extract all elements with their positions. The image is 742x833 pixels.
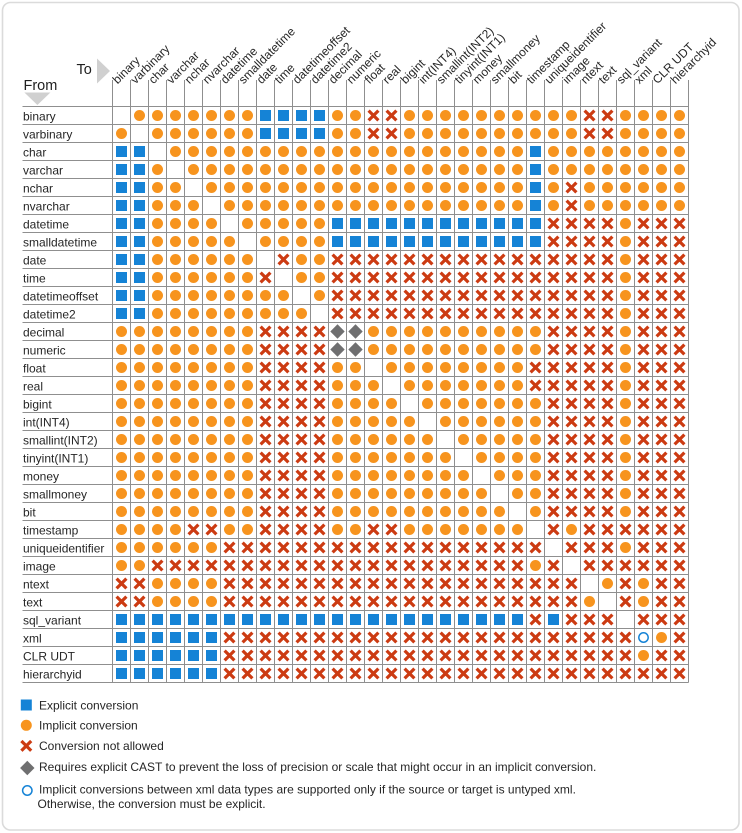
svg-text:Implicit conversion: Implicit conversion (39, 719, 138, 733)
svg-text:bit: bit (23, 505, 36, 519)
svg-text:time: time (23, 271, 46, 285)
svg-text:bigint: bigint (23, 397, 52, 411)
svg-text:real: real (23, 379, 43, 393)
svg-text:Requires explicit CAST to prev: Requires explicit CAST to prevent the lo… (39, 760, 596, 774)
svg-text:binary: binary (23, 109, 56, 123)
svg-text:smallmoney: smallmoney (23, 487, 87, 501)
svg-text:xml: xml (23, 631, 42, 645)
svg-text:date: date (23, 253, 47, 267)
svg-text:Explicit conversion: Explicit conversion (39, 698, 138, 712)
svg-text:smallint(INT2): smallint(INT2) (23, 433, 98, 447)
svg-text:char: char (23, 145, 46, 159)
svg-text:To: To (77, 62, 92, 78)
svg-text:CLR UDT: CLR UDT (23, 649, 76, 663)
svg-text:varchar: varchar (23, 163, 63, 177)
svg-text:Conversion not allowed: Conversion not allowed (39, 739, 164, 753)
svg-text:float: float (23, 361, 46, 375)
svg-text:From: From (24, 78, 58, 94)
svg-text:decimal: decimal (23, 325, 64, 339)
svg-text:Implicit conversions between x: Implicit conversions between xml data ty… (39, 783, 576, 797)
svg-text:uniqueidentifier: uniqueidentifier (23, 541, 104, 555)
svg-text:datetime2: datetime2 (23, 307, 76, 321)
svg-text:datetimeoffset: datetimeoffset (23, 289, 99, 303)
svg-text:smalldatetime: smalldatetime (23, 235, 97, 249)
svg-text:image: image (23, 559, 56, 573)
svg-text:hierarchyid: hierarchyid (23, 667, 82, 681)
svg-text:nchar: nchar (23, 181, 53, 195)
svg-text:datetime: datetime (23, 217, 69, 231)
svg-text:nvarchar: nvarchar (23, 199, 70, 213)
svg-text:numeric: numeric (23, 343, 66, 357)
svg-text:tinyint(INT1): tinyint(INT1) (23, 451, 88, 465)
svg-text:varbinary: varbinary (23, 127, 72, 141)
svg-text:sql_variant: sql_variant (23, 613, 82, 627)
svg-text:timestamp: timestamp (23, 523, 79, 537)
svg-text:text: text (23, 595, 43, 609)
svg-text:ntext: ntext (23, 577, 50, 591)
svg-text:int(INT4): int(INT4) (23, 415, 70, 429)
svg-text:money: money (23, 469, 59, 483)
svg-text:Otherwise, the conversion must: Otherwise, the conversion must be explic… (38, 797, 266, 811)
